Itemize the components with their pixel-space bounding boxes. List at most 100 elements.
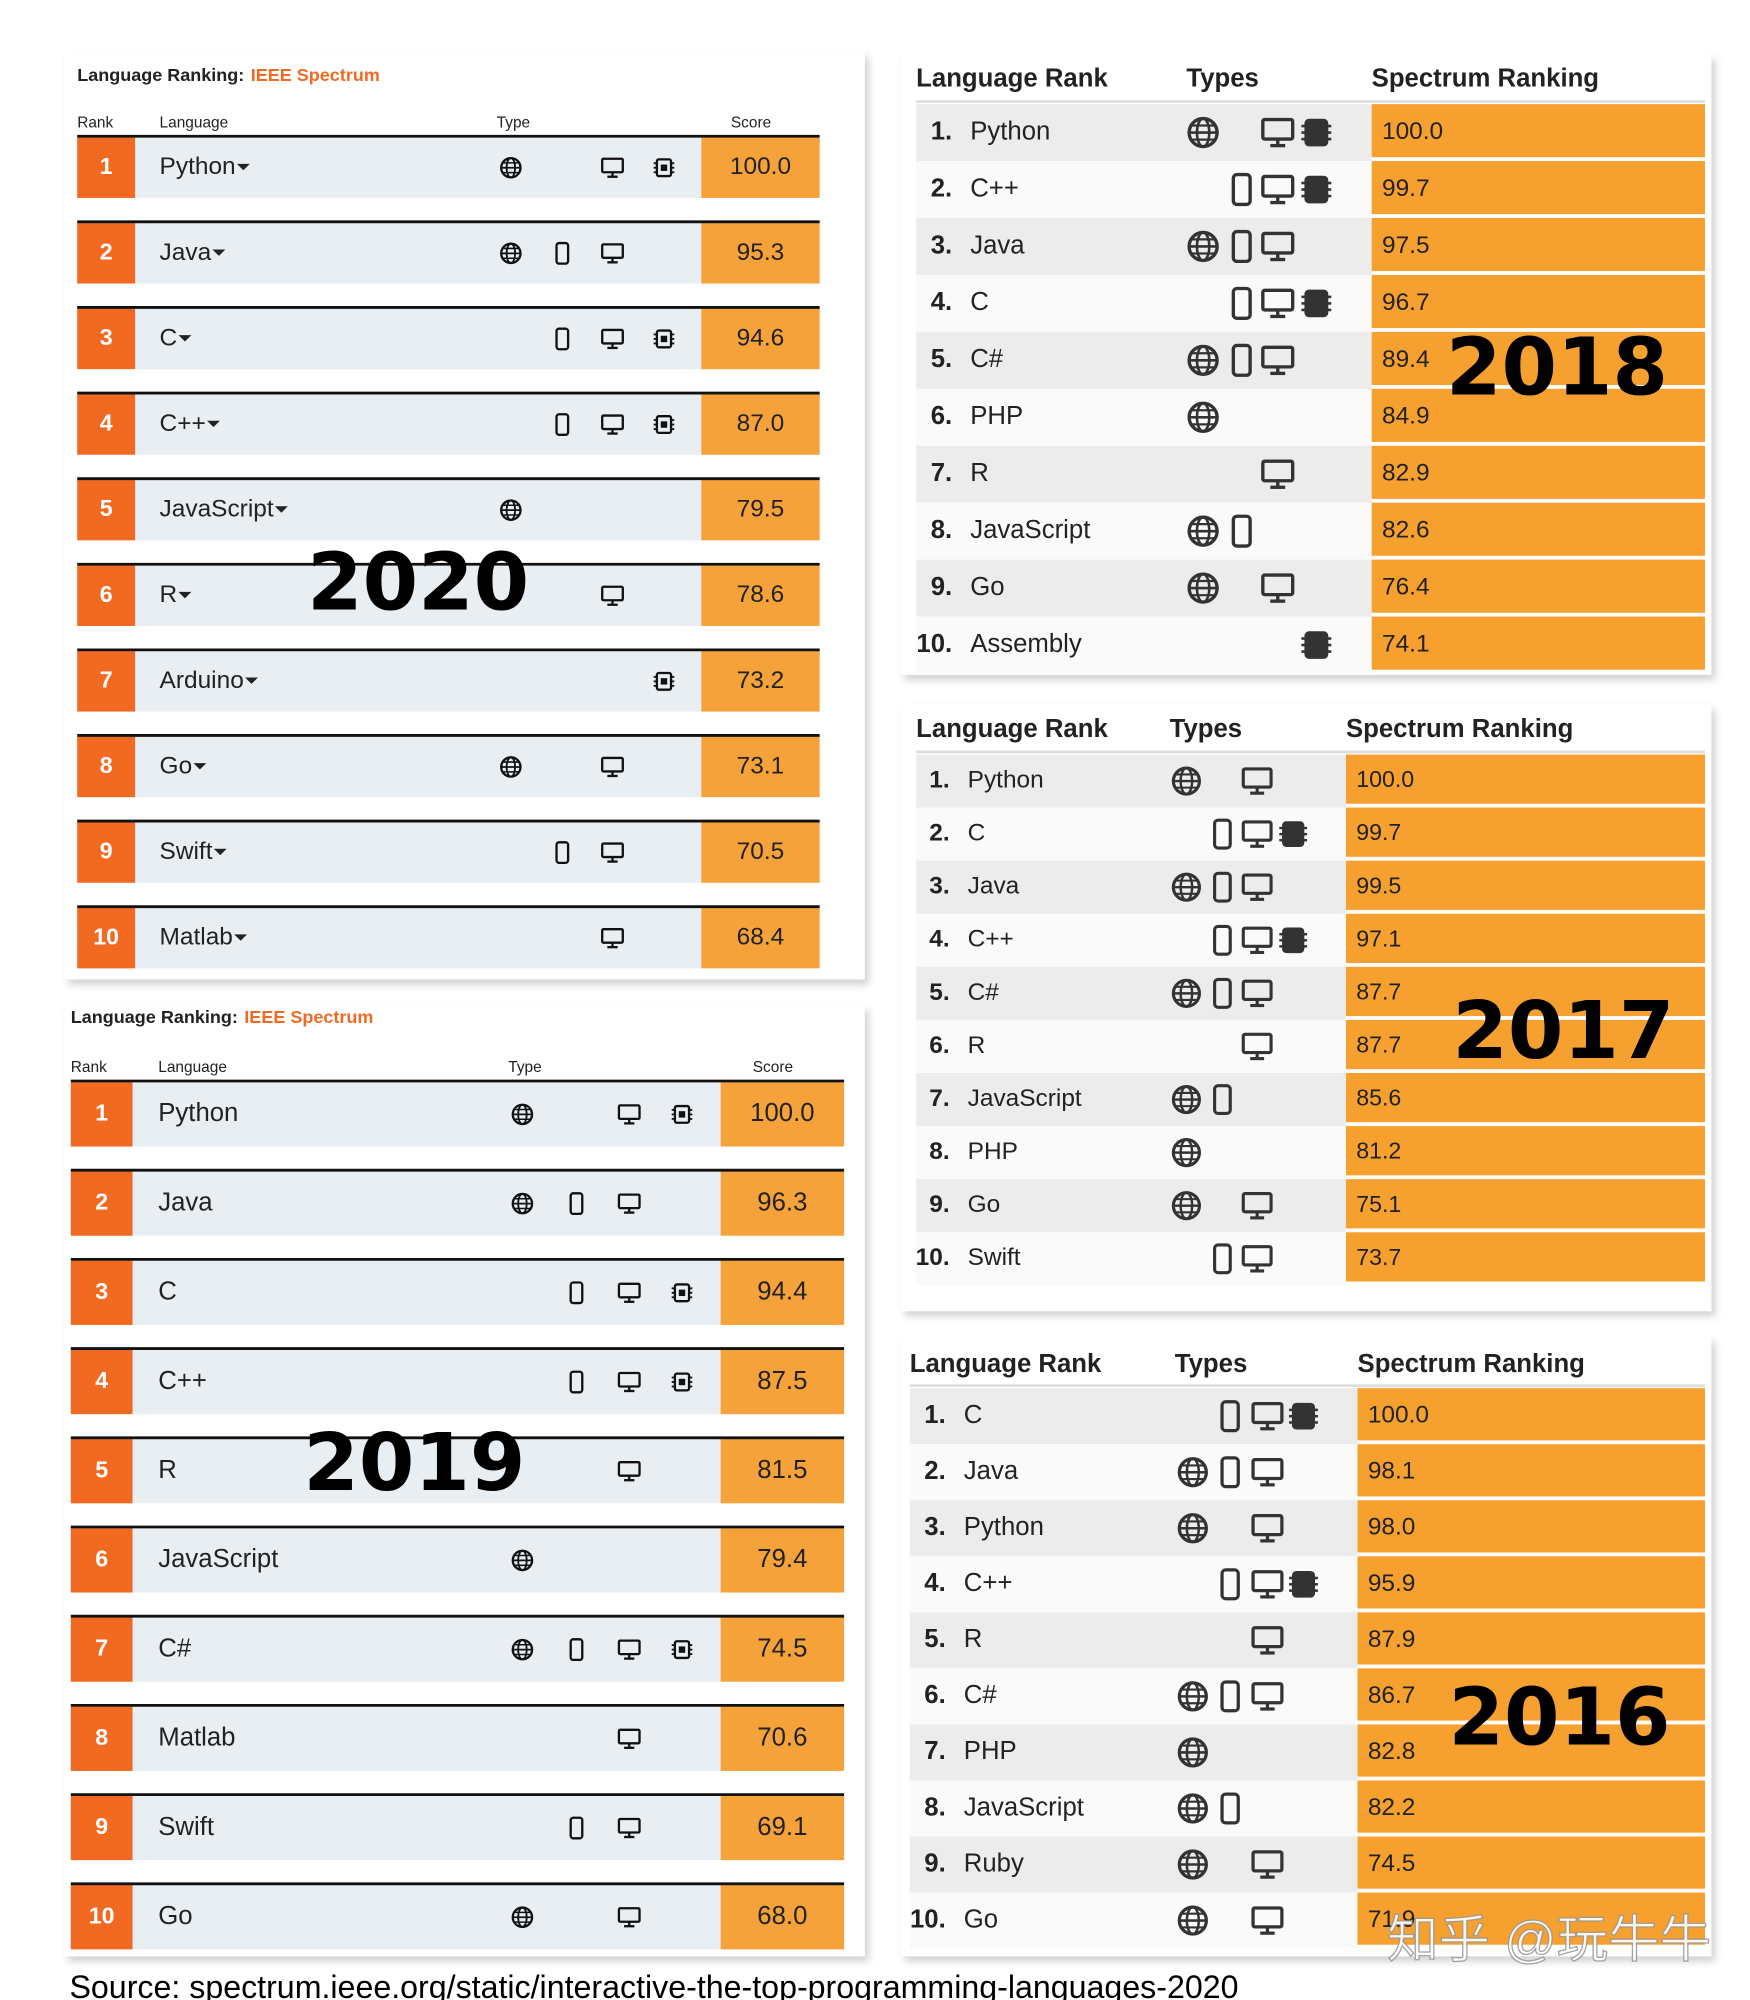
- ranking-row: 1 Python 100.0: [77, 134, 820, 198]
- score-box: [701, 308, 820, 370]
- row-background: [132, 1082, 721, 1147]
- row-background: [916, 388, 1372, 446]
- rank: 5: [95, 1456, 108, 1482]
- rank: 7.: [929, 1085, 949, 1112]
- column-header: Language: [160, 114, 229, 131]
- rank-box: [70, 1260, 133, 1325]
- language: Matlab: [160, 924, 233, 951]
- rank: 8: [95, 1724, 108, 1750]
- score-box: [1371, 502, 1705, 556]
- score-box: [1345, 1073, 1705, 1123]
- language: JavaScript: [160, 496, 274, 523]
- row-background: [135, 223, 702, 284]
- year-label: 2018: [1446, 321, 1668, 414]
- rank: 3.: [924, 1513, 945, 1541]
- score-box: [1357, 1668, 1705, 1721]
- score: 87.7: [1356, 1032, 1401, 1058]
- ranking-row: 10. Go 71.9: [909, 1892, 1705, 1949]
- type-icons: [1177, 1513, 1284, 1544]
- language: PHP: [970, 402, 1023, 430]
- rank: 6.: [931, 402, 952, 430]
- ranking-row: 8. JavaScript 82.2: [909, 1780, 1705, 1837]
- row-background: [135, 907, 702, 969]
- phone: [1231, 286, 1252, 320]
- rank: 2.: [929, 820, 949, 847]
- rank-box: [77, 308, 136, 370]
- ranking-row: 4 C++ 87.0: [77, 391, 820, 455]
- ranking-row: 3 C 94.6: [77, 306, 820, 370]
- year-label: 2017: [1452, 984, 1674, 1077]
- score: 79.4: [757, 1545, 807, 1573]
- language: C++: [964, 1569, 1013, 1597]
- phone: [1213, 977, 1232, 1009]
- score: 94.4: [757, 1278, 807, 1306]
- phone: [1231, 229, 1252, 264]
- ranking-row: 10. Swift 73.7: [916, 1232, 1705, 1286]
- score: 97.5: [1382, 232, 1430, 259]
- phone: [1220, 1400, 1240, 1433]
- score-box: [701, 651, 820, 712]
- language: JavaScript: [158, 1545, 278, 1573]
- score-box: [1357, 1500, 1705, 1553]
- rank: 10.: [916, 630, 952, 658]
- rank-box: [77, 394, 136, 455]
- ranking-panel: Language Ranking: IEEE Spectrum Rank Langua…: [70, 1007, 845, 1950]
- dropdown-caret: [274, 506, 288, 513]
- ranking-row: 7 Arduino 73.2: [77, 648, 820, 712]
- score: 95.3: [737, 239, 785, 266]
- type-icons: [1171, 766, 1273, 796]
- score-box: [1357, 1444, 1705, 1497]
- rank-box: [77, 651, 136, 712]
- ranking-row: 2. C++ 99.7: [916, 161, 1705, 218]
- row-background: [916, 331, 1372, 389]
- row-background: [916, 559, 1372, 617]
- row-background: [132, 1171, 721, 1236]
- ranking-row: 5. C# 87.7: [916, 966, 1705, 1020]
- type-icons: [1177, 1792, 1240, 1825]
- monitor: [1251, 1514, 1284, 1537]
- ranking-row: 2. C 99.7: [916, 807, 1705, 861]
- chip-core: [678, 1646, 686, 1653]
- language: Matlab: [158, 1724, 235, 1752]
- row-background: [135, 565, 702, 626]
- type-icons: [511, 1906, 641, 1929]
- score-box: [1357, 1388, 1705, 1441]
- column-header: Type: [497, 114, 530, 131]
- column-header: Language: [158, 1059, 227, 1076]
- score-box: [720, 1795, 845, 1861]
- score: 97.1: [1356, 925, 1401, 951]
- language: Java: [968, 873, 1020, 900]
- language: C: [970, 288, 989, 316]
- dropdown-caret: [234, 934, 248, 941]
- rank-box: [77, 736, 136, 798]
- type-icons: [1171, 977, 1273, 1009]
- type-icons: [1177, 1849, 1284, 1880]
- phone: [1231, 172, 1252, 207]
- panel-title: Language Ranking: IEEE Spectrum: [71, 1007, 374, 1027]
- score-box: [1371, 331, 1705, 385]
- rank: 6: [100, 581, 113, 607]
- language: C: [158, 1278, 177, 1306]
- column-header: Spectrum Ranking: [1358, 1350, 1585, 1378]
- type-icons: [511, 1638, 693, 1662]
- row-background: [916, 616, 1372, 674]
- rank: 9: [95, 1813, 108, 1839]
- phone: [569, 1816, 584, 1840]
- ranking-row: 5 R 81.5: [70, 1436, 845, 1504]
- score: 81.2: [1356, 1138, 1401, 1164]
- type-icons: [511, 1103, 693, 1126]
- phone: [1213, 924, 1232, 956]
- rank: 7: [95, 1635, 108, 1661]
- score-box: [1357, 1836, 1705, 1889]
- phone: [1220, 1568, 1240, 1601]
- ranking-row: 7. JavaScript 85.6: [916, 1073, 1705, 1127]
- score: 74.5: [757, 1634, 807, 1662]
- chip-core: [660, 164, 668, 171]
- language: C#: [158, 1634, 192, 1662]
- row-background: [132, 1528, 721, 1593]
- type-icons: [1187, 572, 1295, 604]
- language: Go: [158, 1902, 192, 1930]
- language: C++: [970, 174, 1019, 202]
- type-icons: [1187, 229, 1295, 264]
